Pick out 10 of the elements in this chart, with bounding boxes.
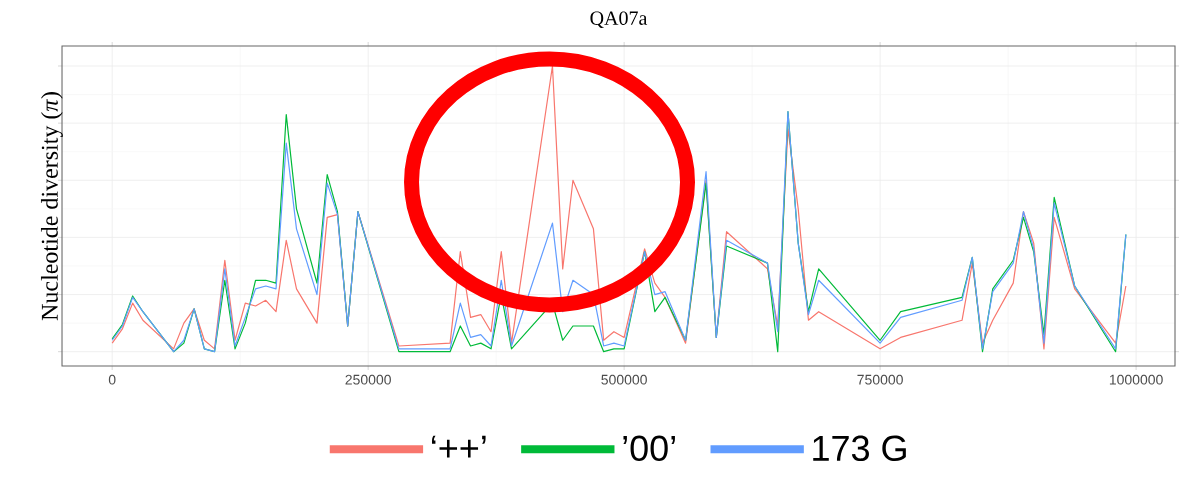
x-tick-label: 500000 [601,374,647,385]
x-tick-label: 250000 [345,374,391,385]
y-axis-title: Nucleotide diversity (π) [40,92,63,321]
legend-label: ‘++’ [432,435,486,458]
chart-title: QA07a [590,11,648,28]
x-tick-label: 750000 [857,374,903,385]
legend-label: ’00’ [623,435,675,462]
x-tick-label: 1000000 [1109,374,1163,385]
x-tick-label: 0 [108,374,116,385]
legend-label: 173 G [813,435,906,462]
